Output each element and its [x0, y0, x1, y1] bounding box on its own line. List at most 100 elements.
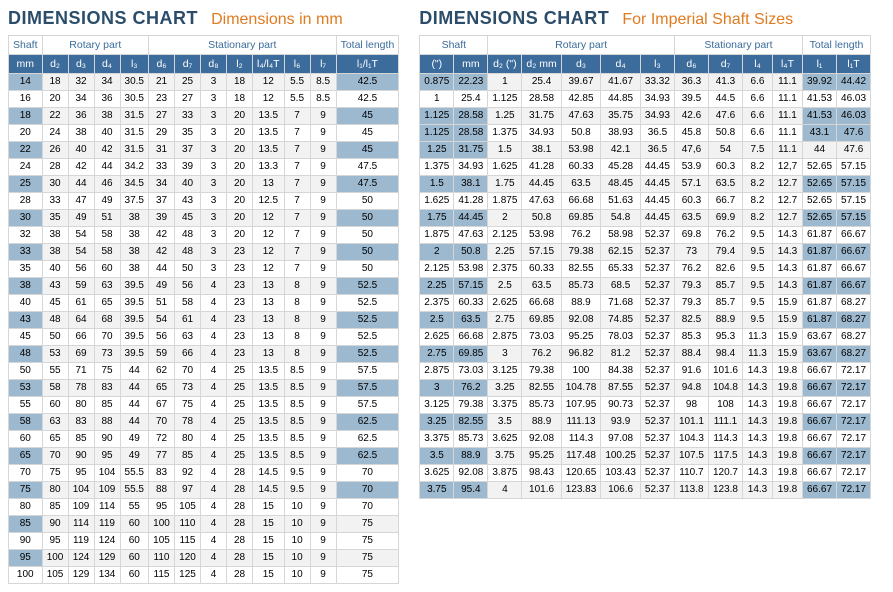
cell: 60.3	[708, 159, 742, 176]
cell: 8	[284, 295, 310, 312]
cell: 28	[9, 193, 43, 210]
cell: 85	[175, 448, 201, 465]
cell: 3.75	[420, 482, 454, 499]
cell: 13	[253, 176, 285, 193]
cell: 7	[284, 193, 310, 210]
cell: 44	[120, 380, 148, 397]
cell: 95.25	[561, 329, 601, 346]
table-row: 2.62566.682.87573.0395.2578.0352.3785.39…	[420, 329, 871, 346]
cell: 29	[149, 125, 175, 142]
cell: 47.6	[708, 108, 742, 125]
cell: 70	[336, 482, 399, 499]
cell: 7	[284, 227, 310, 244]
cell: 12.7	[773, 193, 803, 210]
cell: 50.8	[561, 125, 601, 142]
cell: 36	[68, 108, 94, 125]
cell: 42.1	[601, 142, 641, 159]
cell: 4	[201, 431, 227, 448]
cell: 24	[42, 125, 68, 142]
cell: 15.9	[773, 329, 803, 346]
cell: 51	[94, 210, 120, 227]
cell: 19.8	[773, 448, 803, 465]
cell: 115	[149, 567, 175, 584]
cell: 66.67	[803, 414, 837, 431]
cell: 104.78	[561, 380, 601, 397]
col-header: d₇	[175, 55, 201, 74]
cell: 38	[120, 261, 148, 278]
cell: 1.375	[420, 159, 454, 176]
cell: 49	[120, 448, 148, 465]
cell: 7	[284, 244, 310, 261]
cell: 47.63	[522, 193, 561, 210]
cell: 71	[68, 363, 94, 380]
table-row: 6065859049728042513.58.5962.5	[9, 431, 399, 448]
cell: 52.37	[640, 261, 674, 278]
cell: 32	[9, 227, 43, 244]
cell: 43	[175, 193, 201, 210]
cell: 28.58	[522, 91, 561, 108]
cell: 1.625	[420, 193, 454, 210]
cell: 45	[175, 210, 201, 227]
cell: 9	[310, 108, 336, 125]
col-header: d₆	[674, 55, 708, 74]
cell: 66.67	[803, 380, 837, 397]
cell: 66.67	[803, 431, 837, 448]
cell: 22	[42, 108, 68, 125]
cell: 1.125	[488, 91, 522, 108]
cell: 9	[310, 550, 336, 567]
cell: 4	[201, 312, 227, 329]
cell: 13.5	[253, 380, 285, 397]
table-row: 32385458384248320127950	[9, 227, 399, 244]
cell: 25.4	[454, 91, 488, 108]
cell: 4	[201, 533, 227, 550]
cell: 31.75	[454, 142, 488, 159]
cell: 3	[201, 193, 227, 210]
col-header: d₂	[42, 55, 68, 74]
cell: 9	[310, 516, 336, 533]
cell: 30	[9, 210, 43, 227]
cell: 9.5	[284, 482, 310, 499]
cell: 14.3	[773, 261, 803, 278]
cell: 2.375	[420, 295, 454, 312]
cell: 10	[284, 533, 310, 550]
mm-title-main: DIMENSIONS CHART	[8, 8, 198, 28]
cell: 76.2	[708, 227, 742, 244]
cell: 2.625	[420, 329, 454, 346]
table-row: 1.12528.581.2531.7547.6335.7534.9342.647…	[420, 108, 871, 125]
col-header: l₃	[640, 55, 674, 74]
col-header: d₂ mm	[522, 55, 561, 74]
cell: 50.8	[454, 244, 488, 261]
cell: 83	[149, 465, 175, 482]
cell: 23	[149, 91, 175, 108]
cell: 120.65	[561, 465, 601, 482]
cell: 60	[9, 431, 43, 448]
cell: 74.85	[601, 312, 641, 329]
cell: 2.125	[488, 227, 522, 244]
cell: 53.98	[454, 261, 488, 278]
cell: 13.5	[253, 125, 285, 142]
cell: 43	[9, 312, 43, 329]
cell: 3.375	[488, 397, 522, 414]
cell: 63	[42, 414, 68, 431]
cell: 11.3	[743, 329, 773, 346]
cell: 9	[310, 278, 336, 295]
cell: 2.5	[420, 312, 454, 329]
cell: 31.75	[522, 108, 561, 125]
cell: 39.5	[120, 329, 148, 346]
table-row: 3.12579.383.37585.73107.9590.7352.379810…	[420, 397, 871, 414]
cell: 95.3	[708, 329, 742, 346]
cell: 62.5	[336, 431, 399, 448]
cell: 92.08	[522, 431, 561, 448]
cell: 36.5	[640, 142, 674, 159]
cell: 72.17	[837, 482, 871, 499]
cell: 52.5	[336, 312, 399, 329]
cell: 1.125	[420, 125, 454, 142]
table-row: 250.82.2557.1579.3862.1552.377379.49.514…	[420, 244, 871, 261]
cell: 38	[9, 278, 43, 295]
cell: 15	[253, 533, 285, 550]
cell: 38.93	[601, 125, 641, 142]
cell: 9	[310, 295, 336, 312]
cell: 47	[68, 193, 94, 210]
table-row: 8590114119601001104281510975	[9, 516, 399, 533]
cell: 23	[227, 329, 253, 346]
